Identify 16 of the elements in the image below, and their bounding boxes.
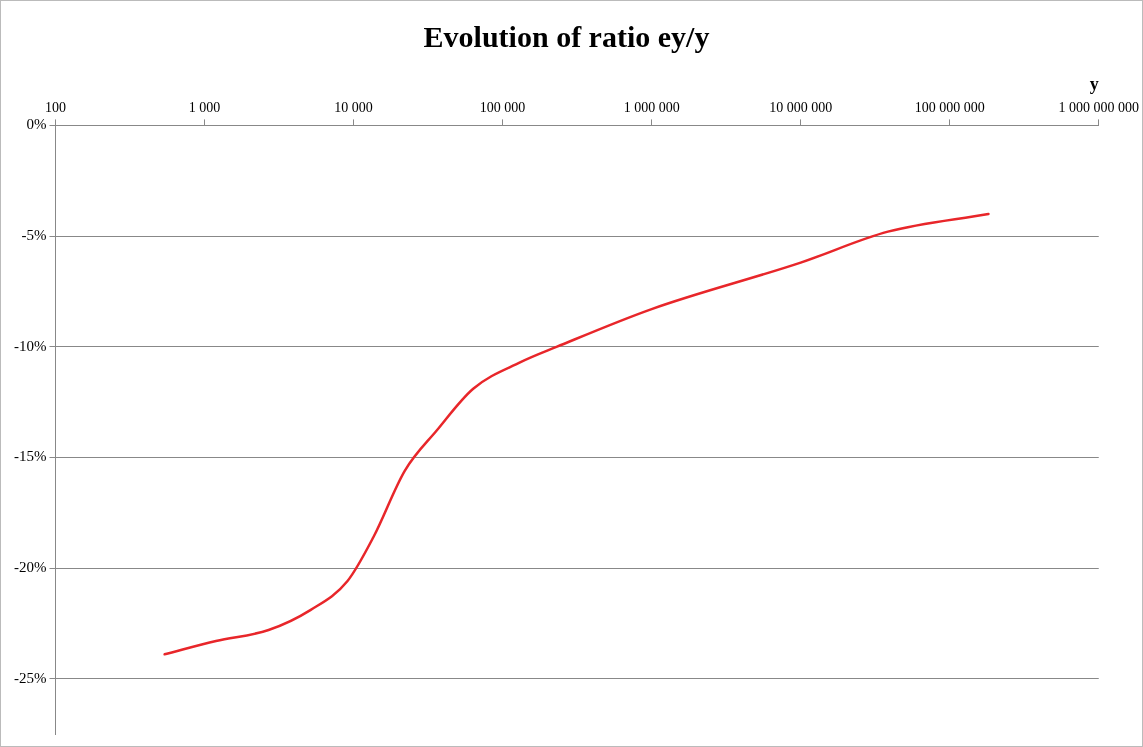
y-tick-label: -25% (13, 669, 47, 686)
x-tick-label: 1 000 000 (623, 99, 680, 115)
y-tick-label: -5% (21, 226, 47, 243)
y-tick-label: -10% (13, 337, 47, 354)
y-tick-label: -20% (13, 558, 47, 575)
chart-title: Evolution of ratio ey/y (423, 19, 710, 53)
y-tick-label: 0% (26, 116, 47, 133)
x-tick-label: 100 (44, 99, 66, 115)
x-tick-label: 100 000 (479, 99, 526, 115)
x-tick-label: 1 000 000 000 (1058, 99, 1139, 115)
x-tick-label: 10 000 (334, 99, 373, 115)
x-tick-label: 10 000 000 (769, 99, 833, 115)
x-tick-label: 1 000 (188, 99, 221, 115)
x-tick-label: 100 000 000 (914, 99, 985, 115)
y-tick-label: -15% (13, 448, 47, 465)
x-axis-title: y (1089, 74, 1099, 95)
